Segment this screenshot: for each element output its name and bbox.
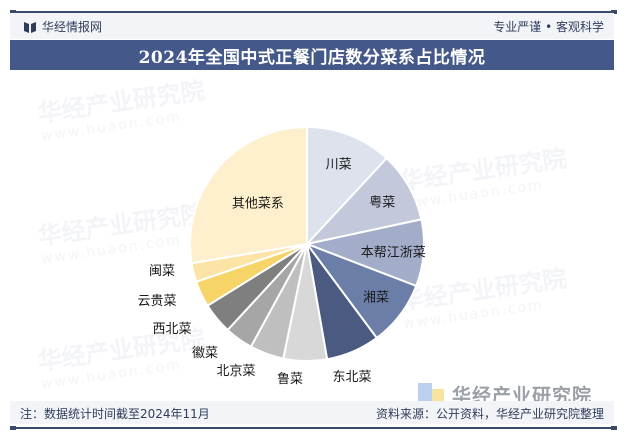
rule-cap-right xyxy=(611,10,617,14)
brand: 华经情报网 xyxy=(24,18,102,35)
slice-label: 云贵菜 xyxy=(137,294,177,309)
slice-label: 粤菜 xyxy=(369,195,396,211)
slice-label: 东北菜 xyxy=(332,370,372,385)
rule-cap-right xyxy=(611,426,617,430)
slice-label: 川菜 xyxy=(325,157,352,173)
footer-bar: 注：数据统计时间截至2024年11月 资料来源：公开资料，华经产业研究院整理 xyxy=(10,401,614,424)
header-bar: 华经情报网 专业严谨 • 客观科学 xyxy=(10,13,614,39)
slice-label: 闽菜 xyxy=(148,264,176,279)
slice-label: 湘菜 xyxy=(362,290,389,306)
footnote: 注：数据统计时间截至2024年11月 xyxy=(20,407,210,421)
pie-slice xyxy=(306,125,389,247)
chart-title: 2024年全国中式正餐门店数分菜系占比情况 xyxy=(138,47,486,68)
slice-label: 其他菜系 xyxy=(231,196,284,212)
rule-cap-left xyxy=(10,10,16,14)
slogan: 专业严谨 • 客观科学 xyxy=(493,20,604,34)
book-logo-icon xyxy=(24,21,36,33)
slice-label: 鲁菜 xyxy=(276,372,304,387)
top-rule xyxy=(10,10,617,14)
slice-label: 本帮江浙菜 xyxy=(360,245,426,261)
source-note: 资料来源：公开资料，华经产业研究院整理 xyxy=(375,407,604,421)
rule-cap-left xyxy=(10,426,16,430)
pie-slices xyxy=(189,125,425,362)
brand-name: 华经情报网 xyxy=(42,20,103,34)
slice-label: 北京菜 xyxy=(216,364,256,379)
title-band: 2024年全国中式正餐门店数分菜系占比情况 xyxy=(10,40,614,70)
slice-label: 西北菜 xyxy=(152,322,192,337)
slice-label: 徽菜 xyxy=(191,346,219,361)
bottom-rule xyxy=(10,426,617,430)
pie-slice xyxy=(189,125,308,265)
